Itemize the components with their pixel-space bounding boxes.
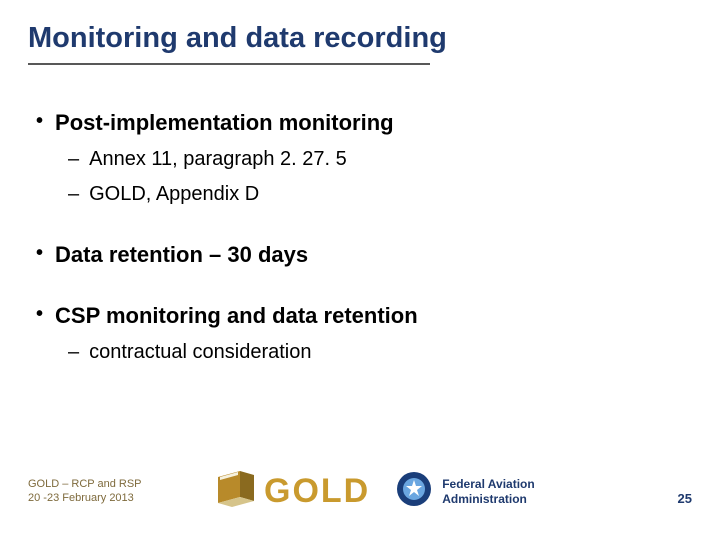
bullet-dash-icon: – — [68, 147, 79, 172]
footer-meta-line1: GOLD – RCP and RSP — [28, 478, 198, 492]
bullet-item: • Data retention – 30 days — [36, 241, 684, 269]
bullet-item: – Annex 11, paragraph 2. 27. 5 — [68, 147, 684, 172]
bullet-dash-icon: – — [68, 340, 79, 365]
bullet-item: • Post-implementation monitoring — [36, 109, 684, 137]
slide-footer: GOLD – RCP and RSP 20 -23 February 2013 … — [0, 469, 720, 514]
faa-line2: Administration — [442, 492, 534, 506]
gold-logo-text: GOLD — [264, 472, 370, 511]
bullet-item: – contractual consideration — [68, 340, 684, 365]
bullet-item: – GOLD, Appendix D — [68, 182, 684, 207]
bullet-dot-icon: • — [36, 302, 43, 326]
page-number: 25 — [678, 491, 692, 506]
faa-line1: Federal Aviation — [442, 477, 534, 491]
faa-seal-icon — [396, 471, 432, 512]
bullet-text: Post-implementation monitoring — [55, 109, 394, 137]
bullet-dot-icon: • — [36, 109, 43, 133]
slide-content: • Post-implementation monitoring – Annex… — [0, 65, 720, 365]
footer-meta-line2: 20 -23 February 2013 — [28, 492, 198, 506]
footer-meta: GOLD – RCP and RSP 20 -23 February 2013 — [28, 478, 198, 506]
slide-title: Monitoring and data recording — [0, 0, 720, 59]
bullet-text: GOLD, Appendix D — [89, 182, 259, 207]
bullet-dot-icon: • — [36, 241, 43, 265]
bullet-item: • CSP monitoring and data retention — [36, 302, 684, 330]
slide: Monitoring and data recording • Post-imp… — [0, 0, 720, 540]
bullet-text: CSP monitoring and data retention — [55, 302, 418, 330]
bullet-text: Data retention – 30 days — [55, 241, 308, 269]
bullet-dash-icon: – — [68, 182, 79, 207]
book-icon — [214, 469, 258, 514]
bullet-text: Annex 11, paragraph 2. 27. 5 — [89, 147, 347, 172]
bullet-text: contractual consideration — [89, 340, 311, 365]
faa-label: Federal Aviation Administration — [442, 477, 534, 506]
